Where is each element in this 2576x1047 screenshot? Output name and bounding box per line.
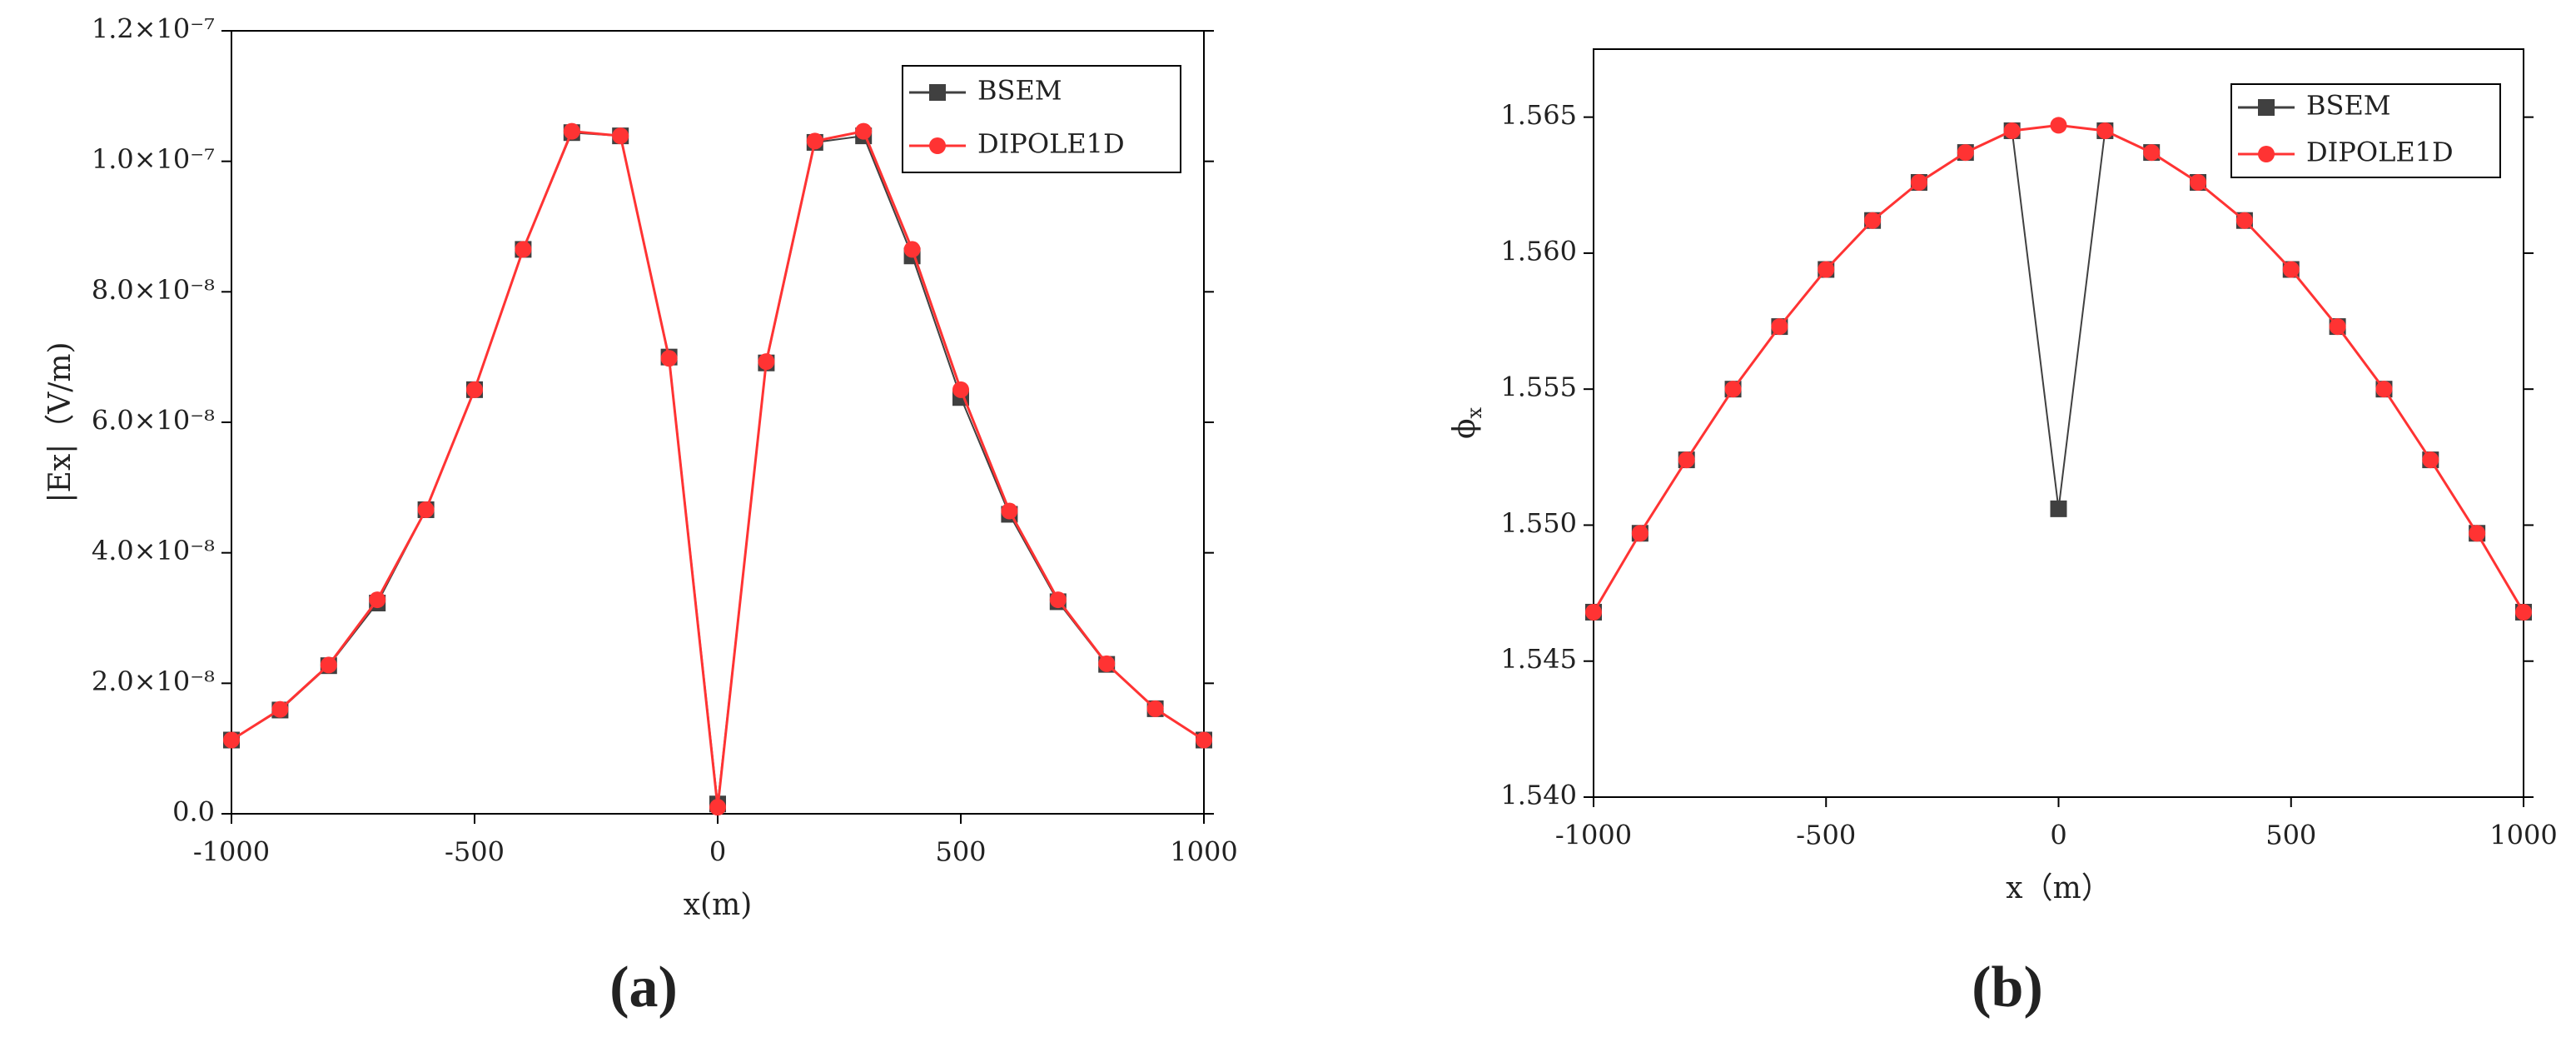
- legend-marker: [2258, 99, 2275, 116]
- marker: [1001, 502, 1018, 520]
- series-line: [1593, 129, 2524, 613]
- marker: [660, 350, 678, 367]
- marker: [1585, 603, 1602, 621]
- panel-label: (b): [1972, 955, 2043, 1020]
- series-line: [1592, 123, 2525, 613]
- x-tick-label: -1000: [1555, 820, 1632, 851]
- marker: [515, 241, 532, 258]
- y-tick-label: 1.565: [1500, 99, 1577, 131]
- marker: [2050, 500, 2067, 517]
- marker: [1818, 261, 1835, 278]
- marker: [903, 241, 921, 258]
- chart-panel: -1000 -500 0 500 1000 0.0 2.0×10⁻⁸ 4.0×10⁻⁸ 6.0×…: [43, 13, 1238, 1020]
- marker: [466, 381, 483, 398]
- x-tick-label: 0: [709, 836, 726, 868]
- marker: [612, 127, 629, 145]
- marker: [1196, 731, 1212, 749]
- marker: [1910, 174, 1927, 192]
- x-tick-label: -500: [445, 836, 505, 868]
- legend-marker: [2258, 146, 2275, 162]
- marker: [563, 122, 580, 140]
- x-axis-title: x（m）: [2006, 871, 2111, 905]
- marker: [2096, 122, 2114, 139]
- legend-label: DIPOLE1D: [2306, 137, 2454, 168]
- series-line: [231, 129, 1205, 808]
- y-tick-label: 1.0×10⁻⁷: [92, 143, 215, 175]
- marker: [1049, 591, 1067, 609]
- y-axis-symbol: |Ex|（V/m): [43, 342, 77, 502]
- marker: [2329, 318, 2346, 336]
- marker: [1864, 212, 1882, 229]
- y-axis-title: |Ex|（V/m): [43, 342, 77, 502]
- marker: [320, 656, 337, 674]
- marker: [1146, 700, 1164, 717]
- legend-label: DIPOLE1D: [977, 128, 1125, 160]
- marker: [2143, 144, 2161, 162]
- x-tick-label: 1000: [1170, 836, 1237, 868]
- legend-label: BSEM: [2306, 90, 2391, 122]
- marker: [1771, 318, 1788, 336]
- y-tick-label: 8.0×10⁻⁸: [92, 274, 215, 306]
- chart-panel: -1000 -500 0 500 1000 1.540 1.545 1.550 1.555 1.5…: [1448, 48, 2558, 1020]
- marker: [223, 731, 240, 749]
- x-tick-label: 0: [2050, 820, 2066, 851]
- x-axis-title: x(m): [684, 888, 753, 922]
- panel-label: (a): [609, 955, 678, 1020]
- marker: [855, 122, 873, 140]
- marker: [1724, 381, 1742, 398]
- x-tick-label: -1000: [193, 836, 270, 868]
- x-tick-label: 500: [935, 836, 986, 868]
- x-tick-label: 1000: [2489, 820, 2557, 851]
- x-tick-label: -500: [1796, 820, 1856, 851]
- y-axis-subscript: x: [1463, 407, 1486, 419]
- y-tick-label: 1.545: [1500, 643, 1577, 675]
- marker: [1678, 451, 1695, 469]
- legend-marker: [929, 84, 946, 101]
- marker: [2235, 212, 2253, 229]
- y-tick-label: 1.2×10⁻⁷: [92, 13, 215, 45]
- legend-box: [902, 65, 1181, 173]
- marker: [709, 799, 726, 816]
- marker: [2003, 122, 2021, 139]
- marker: [2515, 603, 2532, 621]
- y-tick-label: 0.0: [172, 796, 215, 828]
- y-tick-label: 1.560: [1500, 235, 1577, 267]
- y-tick-label: 1.540: [1500, 780, 1577, 811]
- marker: [952, 381, 969, 398]
- marker: [1098, 655, 1116, 672]
- marker: [2190, 174, 2207, 192]
- legend-label: BSEM: [977, 75, 1062, 107]
- y-axis-symbol: ϕ: [1448, 419, 1482, 440]
- marker: [806, 132, 823, 150]
- marker: [417, 501, 435, 518]
- marker: [2050, 117, 2067, 134]
- marker: [758, 353, 775, 371]
- x-tick-label: 500: [2265, 820, 2316, 851]
- marker: [2282, 261, 2300, 278]
- y-tick-label: 1.555: [1500, 371, 1577, 403]
- y-tick-label: 6.0×10⁻⁸: [92, 405, 215, 436]
- legend-box: [2230, 83, 2501, 178]
- y-tick-label: 1.550: [1500, 507, 1577, 539]
- y-tick-label: 4.0×10⁻⁸: [92, 535, 215, 566]
- marker: [2375, 381, 2393, 398]
- legend-marker: [929, 137, 946, 154]
- marker: [1631, 525, 1649, 542]
- marker: [1957, 144, 1974, 162]
- series-line: [231, 132, 1205, 805]
- y-axis-title: ϕx: [1448, 407, 1486, 440]
- marker: [369, 591, 386, 609]
- marker: [2469, 525, 2486, 542]
- marker: [271, 700, 289, 718]
- marker: [2422, 451, 2439, 469]
- y-tick-label: 2.0×10⁻⁸: [92, 666, 215, 697]
